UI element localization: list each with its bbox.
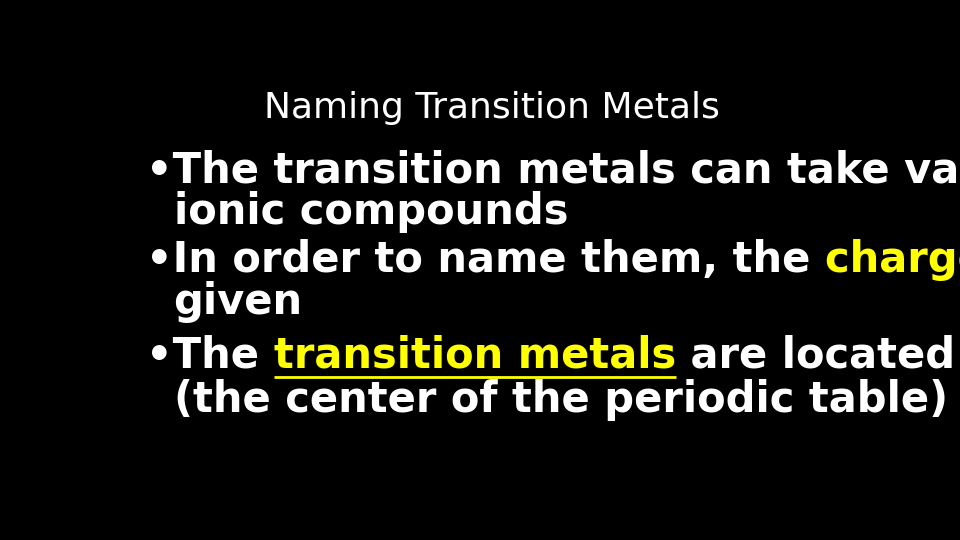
Text: •The transition metals can take various charges in: •The transition metals can take various …	[146, 150, 960, 192]
Text: ionic compounds: ionic compounds	[174, 191, 568, 233]
Text: are located in groups 3-12: are located in groups 3-12	[676, 335, 960, 377]
Text: charges must: charges must	[825, 239, 960, 281]
Text: given: given	[174, 281, 302, 323]
Text: •The: •The	[146, 335, 274, 377]
Text: (the center of the periodic table): (the center of the periodic table)	[174, 379, 948, 421]
Text: transition metals: transition metals	[274, 335, 676, 377]
Text: •In order to name them, the: •In order to name them, the	[146, 239, 825, 281]
Text: Naming Transition Metals: Naming Transition Metals	[264, 91, 720, 125]
